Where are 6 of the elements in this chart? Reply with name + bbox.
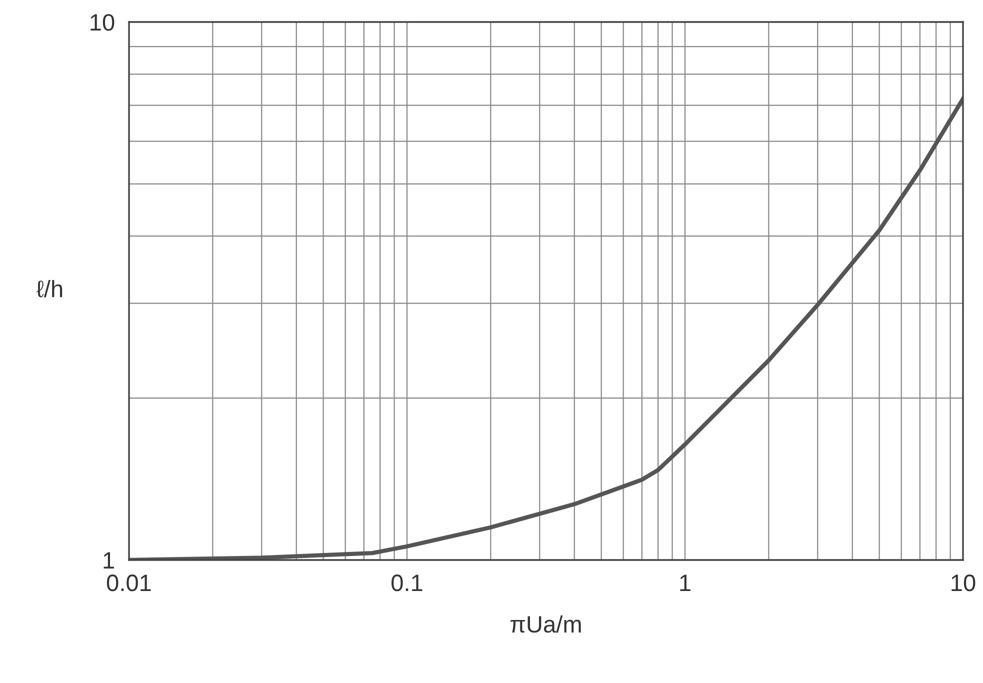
y-axis-title: ℓ/h [36, 280, 62, 298]
x-tick-label: 10 [952, 574, 976, 592]
x-tick-label: 0.1 [392, 574, 422, 592]
x-tick-label: 0.01 [106, 574, 151, 592]
x-axis-title: πUa/m [510, 615, 581, 633]
x-tick-label: 1 [680, 574, 690, 591]
